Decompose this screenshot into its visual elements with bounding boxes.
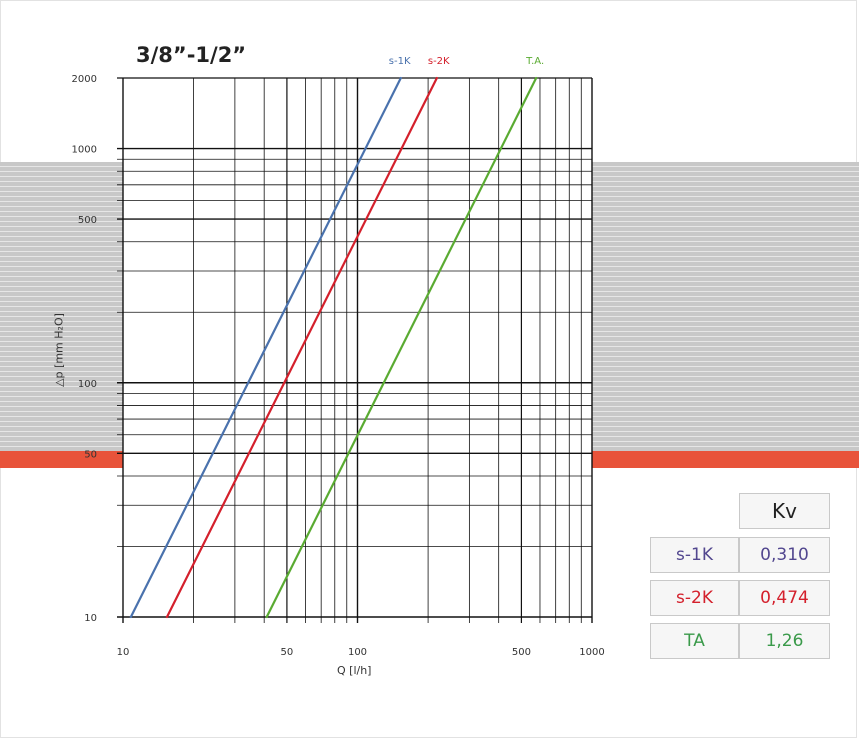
y-tick-label: 50 (84, 449, 97, 460)
y-tick-label: 1000 (72, 145, 97, 156)
kv-row-name: s-1K (650, 537, 739, 573)
x-tick-label: 1000 (579, 647, 604, 658)
y-tick-label: 100 (78, 379, 97, 390)
x-tick-label: 50 (281, 647, 294, 658)
series-label-s-2k: s-2K (427, 56, 450, 67)
y-axis-label: △p [mm H₂O] (52, 313, 66, 387)
x-tick-label: 500 (512, 647, 531, 658)
kv-row-value: 1,26 (739, 623, 830, 659)
kv-row-name: TA (650, 623, 739, 659)
kv-row-value: 0,310 (739, 537, 830, 573)
kv-header-cell: Kv (739, 493, 830, 529)
y-tick-label: 10 (84, 613, 97, 624)
chart-title: 3/8”-1/2” (136, 43, 247, 67)
kv-row-name: s-2K (650, 580, 739, 616)
series-label-s-1k: s-1K (388, 56, 411, 67)
x-tick-label: 100 (348, 647, 367, 658)
series-line-t-a (265, 76, 538, 619)
series-line-s-1k (129, 76, 402, 619)
kv-row-value: 0,474 (739, 580, 830, 616)
series-label-ta: T.A. (526, 56, 545, 67)
x-tick-label: 10 (117, 647, 130, 658)
series-line-s-2k (165, 76, 438, 619)
x-axis-label: Q [l/h] (337, 664, 372, 677)
y-tick-label: 2000 (72, 74, 97, 85)
y-tick-label: 500 (78, 215, 97, 226)
